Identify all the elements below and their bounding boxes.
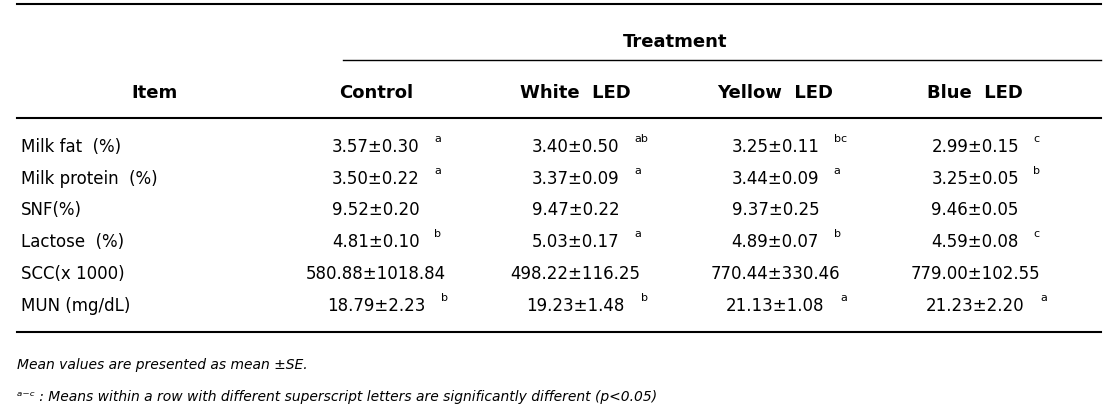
- Text: 3.40±0.50: 3.40±0.50: [532, 138, 619, 156]
- Text: MUN (mg/dL): MUN (mg/dL): [21, 297, 130, 315]
- Text: 18.79±2.23: 18.79±2.23: [326, 297, 425, 315]
- Text: 5.03±0.17: 5.03±0.17: [532, 233, 619, 251]
- Text: Control: Control: [339, 84, 413, 102]
- Text: a: a: [834, 166, 841, 176]
- Text: 779.00±102.55: 779.00±102.55: [910, 265, 1040, 283]
- Text: a: a: [634, 166, 641, 176]
- Text: 9.46±0.05: 9.46±0.05: [931, 202, 1018, 219]
- Text: b: b: [1033, 166, 1041, 176]
- Text: ab: ab: [634, 134, 647, 144]
- Text: bc: bc: [834, 134, 847, 144]
- Text: 4.81±0.10: 4.81±0.10: [332, 233, 419, 251]
- Text: Blue  LED: Blue LED: [927, 84, 1023, 102]
- Text: Mean values are presented as mean ±SE.: Mean values are presented as mean ±SE.: [18, 358, 309, 372]
- Text: Milk protein  (%): Milk protein (%): [21, 170, 158, 188]
- Text: SNF(%): SNF(%): [21, 202, 82, 219]
- Text: 770.44±330.46: 770.44±330.46: [711, 265, 841, 283]
- Text: Yellow  LED: Yellow LED: [718, 84, 833, 102]
- Text: 9.47±0.22: 9.47±0.22: [532, 202, 619, 219]
- Text: 3.25±0.05: 3.25±0.05: [931, 170, 1018, 188]
- Text: 3.37±0.09: 3.37±0.09: [532, 170, 619, 188]
- Text: c: c: [1033, 134, 1040, 144]
- Text: a: a: [434, 134, 442, 144]
- Text: 2.99±0.15: 2.99±0.15: [931, 138, 1018, 156]
- Text: b: b: [834, 229, 841, 239]
- Text: Lactose  (%): Lactose (%): [21, 233, 124, 251]
- Text: a: a: [434, 166, 442, 176]
- Text: a: a: [1041, 293, 1048, 303]
- Text: a: a: [634, 229, 641, 239]
- Text: 9.52±0.20: 9.52±0.20: [332, 202, 419, 219]
- Text: 19.23±1.48: 19.23±1.48: [527, 297, 625, 315]
- Text: Treatment: Treatment: [623, 33, 728, 51]
- Text: c: c: [1033, 229, 1040, 239]
- Text: 498.22±116.25: 498.22±116.25: [511, 265, 641, 283]
- Text: Milk fat  (%): Milk fat (%): [21, 138, 121, 156]
- Text: a: a: [841, 293, 847, 303]
- Text: 4.59±0.08: 4.59±0.08: [931, 233, 1018, 251]
- Text: 3.25±0.11: 3.25±0.11: [731, 138, 819, 156]
- Text: SCC(x 1000): SCC(x 1000): [21, 265, 124, 283]
- Text: b: b: [442, 293, 448, 303]
- Text: Item: Item: [132, 84, 178, 102]
- Text: 21.23±2.20: 21.23±2.20: [926, 297, 1024, 315]
- Text: White  LED: White LED: [520, 84, 631, 102]
- Text: 580.88±1018.84: 580.88±1018.84: [306, 265, 446, 283]
- Text: 21.13±1.08: 21.13±1.08: [726, 297, 825, 315]
- Text: ᵃ⁻ᶜ : Means within a row with different superscript letters are significantly di: ᵃ⁻ᶜ : Means within a row with different …: [18, 390, 657, 404]
- Text: b: b: [641, 293, 647, 303]
- Text: 3.50±0.22: 3.50±0.22: [332, 170, 419, 188]
- Text: 4.89±0.07: 4.89±0.07: [731, 233, 819, 251]
- Text: b: b: [434, 229, 442, 239]
- Text: 3.57±0.30: 3.57±0.30: [332, 138, 419, 156]
- Text: 3.44±0.09: 3.44±0.09: [731, 170, 819, 188]
- Text: 9.37±0.25: 9.37±0.25: [731, 202, 819, 219]
